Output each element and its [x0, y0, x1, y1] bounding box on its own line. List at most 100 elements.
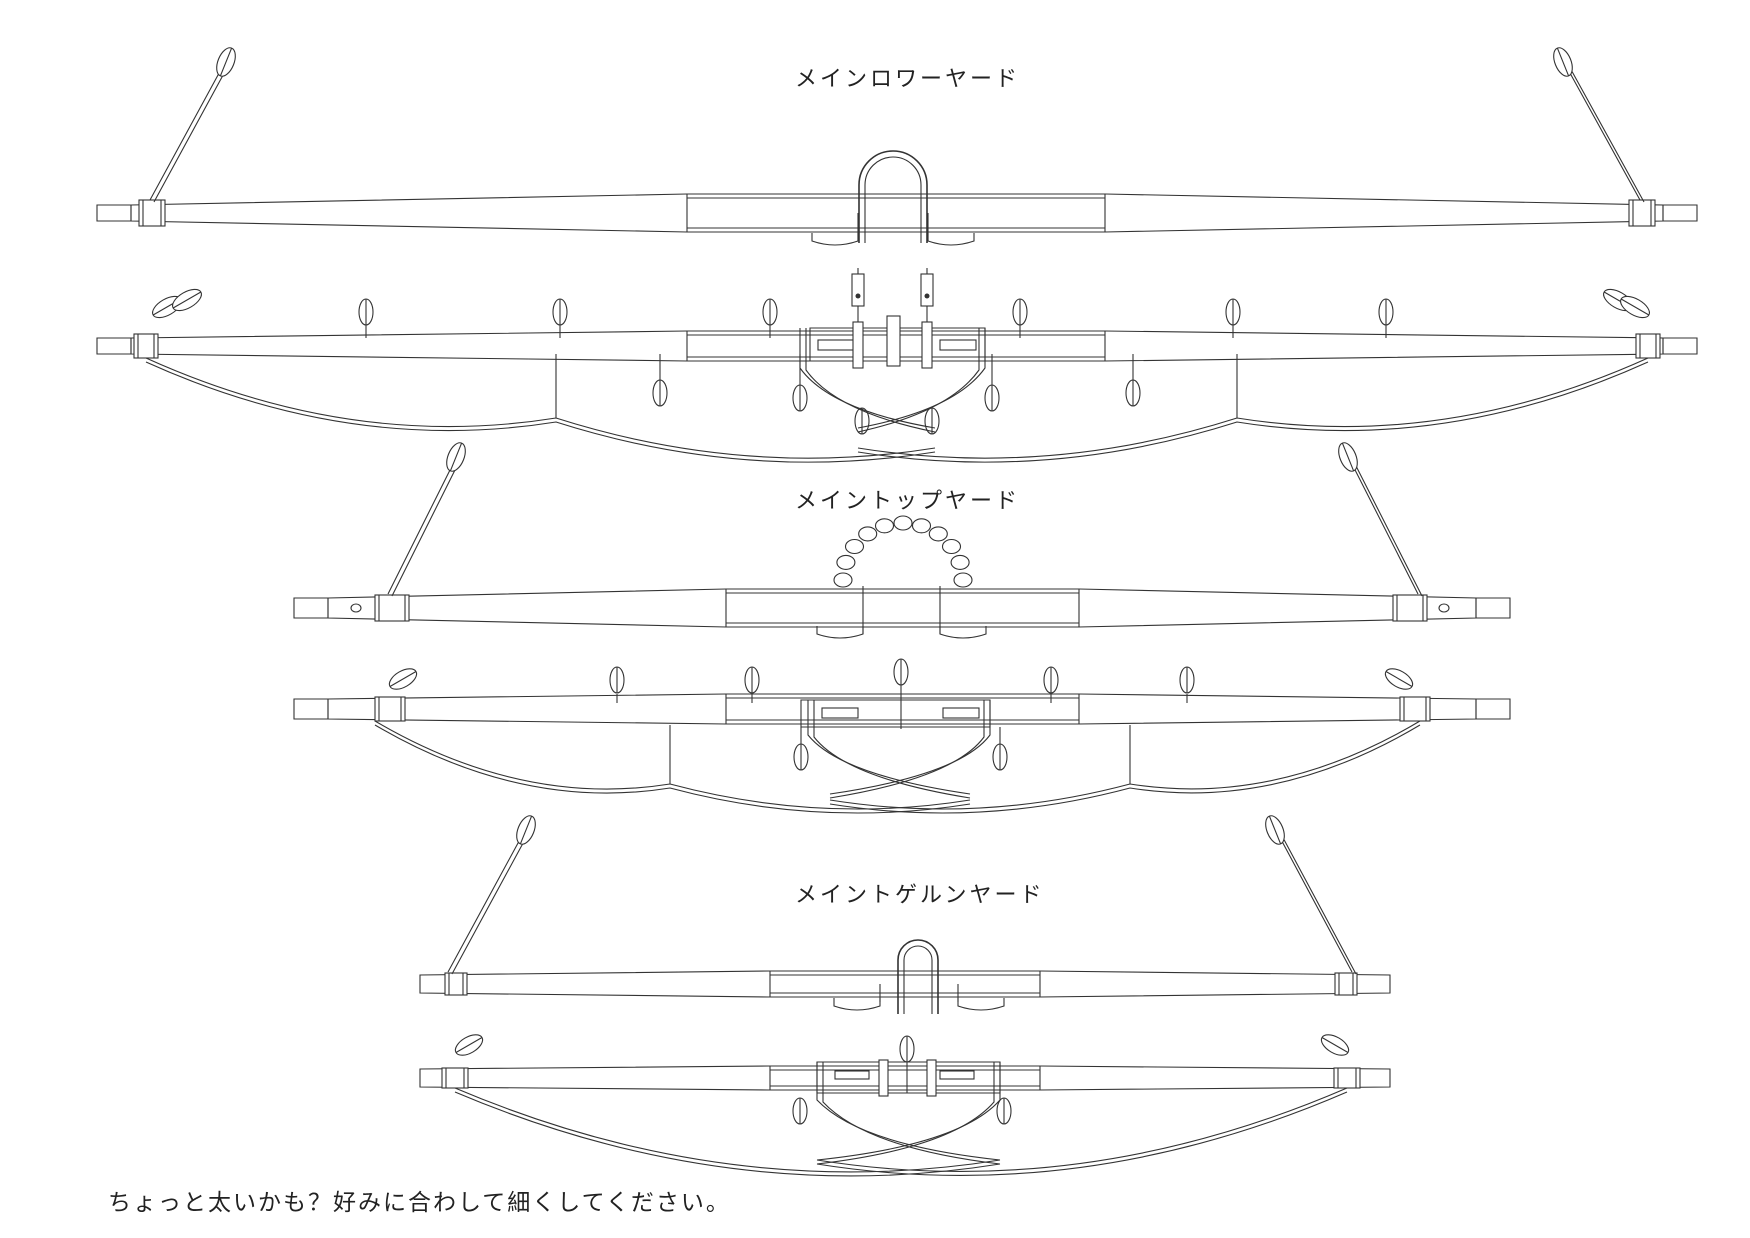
yard-arm-cleat: [1392, 594, 1428, 622]
lift-block-right-2: [1620, 295, 1650, 319]
crossed-slings-inner: [813, 700, 985, 799]
parrel-bead-2: [836, 554, 856, 570]
footrope-right: [829, 720, 1421, 810]
jackstay-block-1: [358, 298, 374, 326]
cleat-lines: [448, 973, 464, 995]
jackstay-block-1: [609, 666, 625, 694]
truss-slot-right: [939, 339, 977, 351]
yard-arm-cleat: [374, 594, 410, 622]
crossed-slings: [816, 1062, 1001, 1161]
brace-pendant: [1564, 63, 1645, 203]
brace-pendant: [149, 63, 229, 203]
yard-sling: [897, 939, 939, 1014]
footrope-left: [145, 357, 936, 459]
yard-spar: [419, 1065, 1391, 1091]
yard-spar: [130, 193, 1664, 233]
brace-pendant: [1276, 831, 1357, 975]
lift-block-left-2: [172, 288, 202, 312]
title-main-top-yard: メイントップヤード: [795, 489, 1020, 514]
lift-block-left: [388, 668, 418, 690]
yard-arm-cleat: [444, 972, 468, 996]
truss-strap-right: [926, 1059, 937, 1097]
yard-center-band: [725, 694, 1080, 724]
footrope-inner: [829, 724, 1421, 814]
hanging-block-4: [1125, 379, 1141, 407]
parrel-bead-1: [833, 572, 853, 588]
yard-main-top-front-view: [293, 442, 1511, 639]
parrel-bead-11: [953, 572, 973, 588]
yard-center-facets: [770, 974, 1040, 994]
footrope-right: [816, 1087, 1348, 1172]
hanging-block-left: [792, 1097, 808, 1125]
truss-strap-left: [878, 1059, 889, 1097]
parrel-block-right: [920, 273, 934, 307]
yard-spar: [419, 970, 1391, 998]
yard-arm-cleat: [374, 696, 406, 722]
hanging-block-right: [992, 743, 1008, 771]
footrope-right: [857, 357, 1649, 459]
yard-arm-tip: [1475, 698, 1511, 720]
sling-legs: [857, 213, 929, 241]
jackstay-block-5: [1225, 298, 1241, 326]
crossed-slings-inner: [805, 328, 980, 433]
lift-block-right: [1384, 668, 1414, 690]
lift-block-right: [1320, 1034, 1350, 1056]
parrel-bead-3: [844, 538, 865, 555]
brace-block-right: [1265, 815, 1285, 845]
clew-block-right: [924, 407, 940, 435]
yard-main-topgallant-front-view: [419, 815, 1391, 1014]
yard-center-facets: [770, 1069, 1040, 1087]
yard-cheek-block: [927, 233, 975, 246]
stirrup-footrope: [669, 725, 1131, 784]
footrope-inner: [454, 1091, 1001, 1177]
cleat-lines: [1337, 1068, 1357, 1088]
tie-block-center: [899, 1035, 915, 1063]
yard-center-facets: [726, 592, 1079, 624]
cleat-lines: [445, 1068, 465, 1088]
crossed-slings-inner: [816, 1062, 1001, 1165]
hanging-block-3: [984, 384, 1000, 412]
brace-pendant: [1349, 459, 1423, 597]
jackstay-block-4: [1179, 666, 1195, 694]
tie-block-center: [893, 658, 909, 686]
cleat-lines: [1403, 697, 1427, 721]
yard-main-topgallant-top-view: [419, 1034, 1391, 1177]
crossed-slings: [807, 700, 991, 795]
sheave-hole-left: [350, 603, 362, 613]
yard-cheek-block: [939, 626, 987, 639]
truss-slot-left: [821, 707, 859, 719]
cleat-lines: [1396, 595, 1424, 621]
brace-block-left: [216, 47, 236, 77]
yard-sling-inner: [864, 156, 922, 243]
yard-cheek-block: [811, 233, 859, 246]
parrel-bead-8: [928, 526, 948, 542]
jackstay-block-3: [1043, 666, 1059, 694]
hanging-block-2: [792, 384, 808, 412]
note-text: ちょっと太いかも？好みに合わして細くしてください。: [108, 1190, 731, 1216]
truss-slot-left: [834, 1070, 870, 1080]
footrope-left: [454, 1087, 1001, 1173]
yard-arm-tip: [293, 698, 329, 720]
jackstay-block-2: [744, 666, 760, 694]
jackstay-block-3: [762, 298, 778, 326]
hanging-block-right: [996, 1097, 1012, 1125]
cleat-lines: [378, 697, 402, 721]
parrel-pin-right: [924, 293, 930, 299]
yard-arm-tip: [293, 597, 329, 619]
footrope-inner: [145, 361, 936, 463]
brace-block-right: [1338, 442, 1358, 472]
truss-pendant-center: [886, 315, 901, 367]
sheave-hole-right: [1438, 603, 1450, 613]
parrel-bead-6: [893, 515, 913, 531]
yard-cheek-block: [816, 626, 864, 639]
yard-sling-inner: [903, 945, 933, 1014]
footrope-inner: [857, 361, 1649, 463]
yard-arm-cleat: [1334, 972, 1358, 996]
title-main-lower-yard: メインロワーヤード: [795, 67, 1020, 92]
cleat-lines: [1632, 200, 1652, 226]
cleat-lines: [137, 334, 155, 358]
yard-main-top-top-view: [293, 658, 1511, 814]
yard-arm-tip: [96, 337, 132, 355]
truss-slot-right: [942, 707, 980, 719]
